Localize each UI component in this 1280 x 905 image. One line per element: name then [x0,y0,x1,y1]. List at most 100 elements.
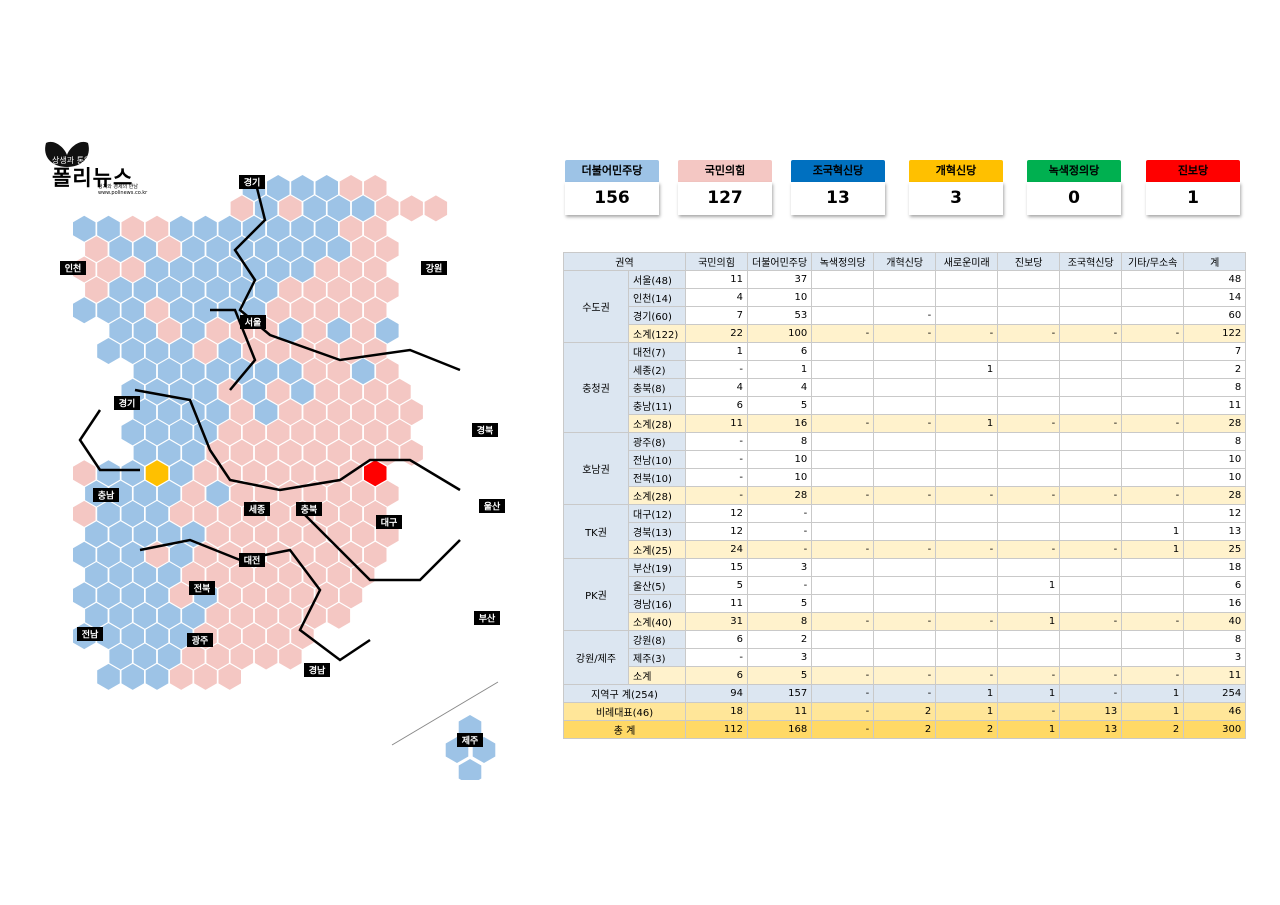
district-hex [194,297,217,324]
row-label: 광주(8) [628,432,686,451]
district-hex [145,623,169,650]
row-label: 지역구 계(254) [563,684,686,703]
district-hex [97,541,120,568]
table-cell: 3 [746,648,813,667]
table-cell: 53 [746,306,813,325]
district-hex [182,602,205,629]
table-cell: 6 [685,396,748,415]
district-hex [291,297,314,324]
district-hex [303,236,326,263]
district-hex [242,378,266,405]
district-hex [351,236,375,263]
region-label-bg [93,488,119,502]
district-hex [97,460,120,487]
table-cell [1059,558,1123,577]
district-hex [73,541,96,568]
district-hex [327,276,351,303]
district-hex [133,643,157,670]
district-hex [85,521,108,548]
table-cell [1059,396,1123,415]
district-hex [157,439,181,466]
district-hex [315,419,338,446]
table-cell [1121,360,1185,379]
district-hex [218,256,241,283]
table-cell: - [997,486,1061,505]
column-header: 조국혁신당 [1059,252,1123,271]
district-hex [327,602,351,629]
table-cell: - [873,666,937,685]
table-cell: 2 [746,630,813,649]
district-hex [279,439,302,466]
district-hex [85,562,108,588]
district-hex [351,521,375,548]
table-cell [1121,306,1185,325]
province-border [134,388,461,492]
column-header: 계 [1183,252,1247,271]
table-cell: 1 [1121,702,1185,721]
district-hex [376,399,399,426]
district-hex [218,663,241,690]
table-row: 호남권 광주(8) -8 8 [563,432,1247,505]
party-seats: 0 [1027,182,1121,215]
table-cell: 11 [685,270,748,289]
table-cell [935,558,999,577]
district-hex [267,175,290,201]
table-cell [811,360,875,379]
party-name: 국민의힘 [678,160,772,182]
district-hex [303,480,326,507]
district-hex [97,500,120,527]
table-cell: 28 [1183,486,1247,505]
district-hex [291,338,314,364]
table-row: 수도권 서울(48) 11 37 48 [563,270,1247,343]
table-cell [1059,594,1123,613]
table-cell [1121,468,1185,487]
district-hex [279,236,302,263]
region-label: 대구 [381,517,398,529]
table-cell [997,270,1061,289]
table-cell: - [685,360,748,379]
row-label: 소계(25) [628,540,686,559]
district-hex [109,521,132,548]
party-card: 개혁신당 3 [909,160,1003,215]
district-hex [157,602,181,629]
table-cell: 11 [1183,666,1247,685]
district-hex [303,195,326,222]
district-hex [182,439,205,466]
district-hex [157,317,181,344]
region-label: 세종 [249,504,266,516]
party-seats: 156 [565,182,659,215]
table-cell: 37 [746,270,813,289]
table-cell: 2 [873,720,937,739]
province-border [210,308,257,391]
district-hex [376,236,399,263]
table-cell [811,450,875,469]
district-hex [242,256,266,283]
table-cell [873,450,937,469]
party-card: 더불어민주당 156 [565,160,659,215]
table-cell: - [811,720,875,739]
table-cell [997,396,1061,415]
district-hex [376,480,399,507]
district-hex [376,439,399,466]
table-cell [1059,360,1123,379]
table-cell: - [811,684,875,703]
district-hex [194,338,217,364]
district-hex [170,663,193,690]
district-hex [109,602,132,629]
district-hex [254,439,278,466]
table-cell: - [873,540,937,559]
table-cell [935,468,999,487]
table-row: 강원/제주 강원(8) 6 2 8 [563,630,1247,685]
district-hex [267,338,290,364]
table-cell: - [997,666,1061,685]
table-cell: 12 [685,522,748,541]
table-cell [1059,504,1123,523]
party-seats: 13 [791,182,885,215]
table-cell [811,288,875,307]
province-border [78,409,140,472]
district-hex [230,643,254,670]
district-hex [339,175,363,201]
table-cell: 4 [685,288,748,307]
district-hex [206,643,229,670]
table-cell: - [811,702,875,721]
